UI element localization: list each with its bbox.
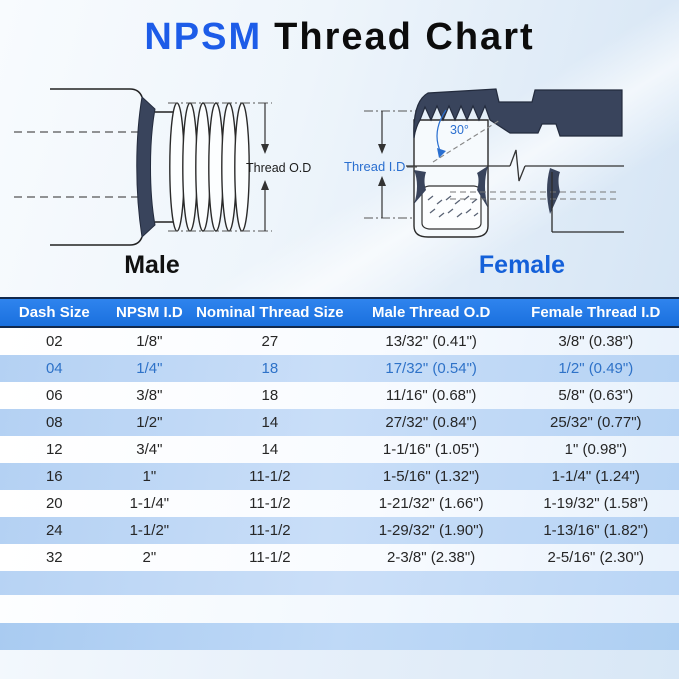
page-title: NPSM Thread Chart [0,12,679,62]
table-cell: 3/8" [136,387,163,404]
empty-row-band [0,623,679,650]
table-cell: 16 [45,468,63,485]
table-cell: 5/8" (0.63") [558,387,634,404]
female-caption: Female [478,251,566,279]
table-row: 08 1/2" 14 27/32" (0.84") 25/32" (0.77") [0,409,679,436]
table-cell: 13/32" (0.41") [385,333,477,350]
table-cell: 1-13/16" (1.82") [543,522,649,539]
thread-table: Dash Size NPSM I.D Nominal Thread Size Male… [0,297,679,679]
table-cell: 12 [45,441,63,458]
table-cell: 1" [142,468,157,485]
thread-od-label: Thread O.D [246,161,311,175]
table-cell: 1-1/16" (1.05") [382,441,480,458]
female-fitting-diagram: 30° Thread I.D [338,80,679,252]
bore-thread-hatch [427,195,479,218]
table-cell: 20 [45,495,63,512]
table-row: 16 1" 11-1/2 1-5/16" (1.32") 1-1/4" (1.24") [0,463,679,490]
table-cell: 18 [261,387,279,404]
table-cell: 3/4" [136,441,163,458]
empty-row-band [0,571,679,595]
table-cell: 1-1/4" [129,495,170,512]
table-row: 32 2" 11-1/2 2-3/8" (2.38") 2-5/16" (2.30") [0,544,679,571]
title-brand: NPSM [144,16,263,58]
hex-chamfer-shading [136,96,156,239]
table-cell: 27 [261,333,279,350]
column-header: NPSM I.D [116,304,183,321]
table-cell: 1/8" [136,333,163,350]
table-cell: 1-29/32" (1.90") [378,522,484,539]
thread-id-dimension [378,111,386,218]
table-cell: 14 [261,441,279,458]
footer-area [0,650,679,679]
female-fitting-drawing: 30° Thread I.D [344,88,624,238]
table-cell: 1-19/32" (1.58") [543,495,649,512]
table-header-row: Dash Size NPSM I.D Nominal Thread Size Male… [0,297,679,328]
column-header: Dash Size [18,304,90,321]
table-cell: 1/4" [136,360,163,377]
table-cell: 11-1/2 [249,549,291,566]
pipe-break-symbol [509,149,526,182]
table-cell: 1-21/32" (1.66") [378,495,484,512]
male-fitting-diagram: Thread O.D [8,84,320,252]
table-cell: 02 [45,333,63,350]
table-cell: 11-1/2 [249,522,291,539]
female-thread-cross-section [413,88,623,139]
table-row: 24 1-1/2" 11-1/2 1-29/32" (1.90") 1-13/16" (… [0,517,679,544]
table-cell: 3/8" (0.38") [558,333,634,350]
table-row: 12 3/4" 14 1-1/16" (1.05") 1" (0.98") [0,436,679,463]
table-cell: 1-1/4" (1.24") [551,468,640,485]
table-cell: 14 [261,414,279,431]
table-cell: 11/16" (0.68") [385,387,477,404]
table-cell: 27/32" (0.84") [385,414,477,431]
table-cell: 32 [45,549,63,566]
thread-od-dimension [261,103,269,231]
table-cell: 11-1/2 [249,468,291,485]
table-cell: 18 [261,360,279,377]
table-cell: 1" (0.98") [564,441,627,458]
table-cell: 2-5/16" (2.30") [547,549,645,566]
table-cell: 25/32" (0.77") [550,414,642,431]
title-text: Thread Chart [274,16,535,58]
male-threads [169,102,250,232]
table-cell: 1/2" (0.49") [558,360,634,377]
table-cell: 1-1/2" [129,522,170,539]
male-caption: Male [124,251,180,279]
table-cell: 1/2" [136,414,163,431]
table-cell: 17/32" (0.54") [385,360,477,377]
table-cell: 2-3/8" (2.38") [387,549,476,566]
column-header: Male Thread O.D [371,304,491,321]
empty-row-band [0,595,679,623]
table-cell: 06 [45,387,63,404]
table-cell: 11-1/2 [249,495,291,512]
male-fitting-drawing: Thread O.D [14,88,311,246]
table-row: 02 1/8" 27 13/32" (0.41") 3/8" (0.38") [0,328,679,355]
table-row: 20 1-1/4" 11-1/2 1-21/32" (1.66") 1-19/32" (… [0,490,679,517]
column-header: Female Thread I.D [531,304,661,321]
thread-angle-label: 30° [450,123,469,137]
table-row: 04 1/4" 18 17/32" (0.54") 1/2" (0.49") [0,355,679,382]
table-cell: 2" [142,549,157,566]
table-cell: 1-5/16" (1.32") [382,468,480,485]
thread-angle-annotation: 30° [432,109,501,163]
table-cell: 08 [45,414,63,431]
thread-id-label: Thread I.D [344,159,405,174]
table-cell: 24 [45,522,63,539]
table-cell: 04 [45,360,63,377]
table-row: 06 3/8" 18 11/16" (0.68") 5/8" (0.63") [0,382,679,409]
column-header: Nominal Thread Size [196,304,344,321]
